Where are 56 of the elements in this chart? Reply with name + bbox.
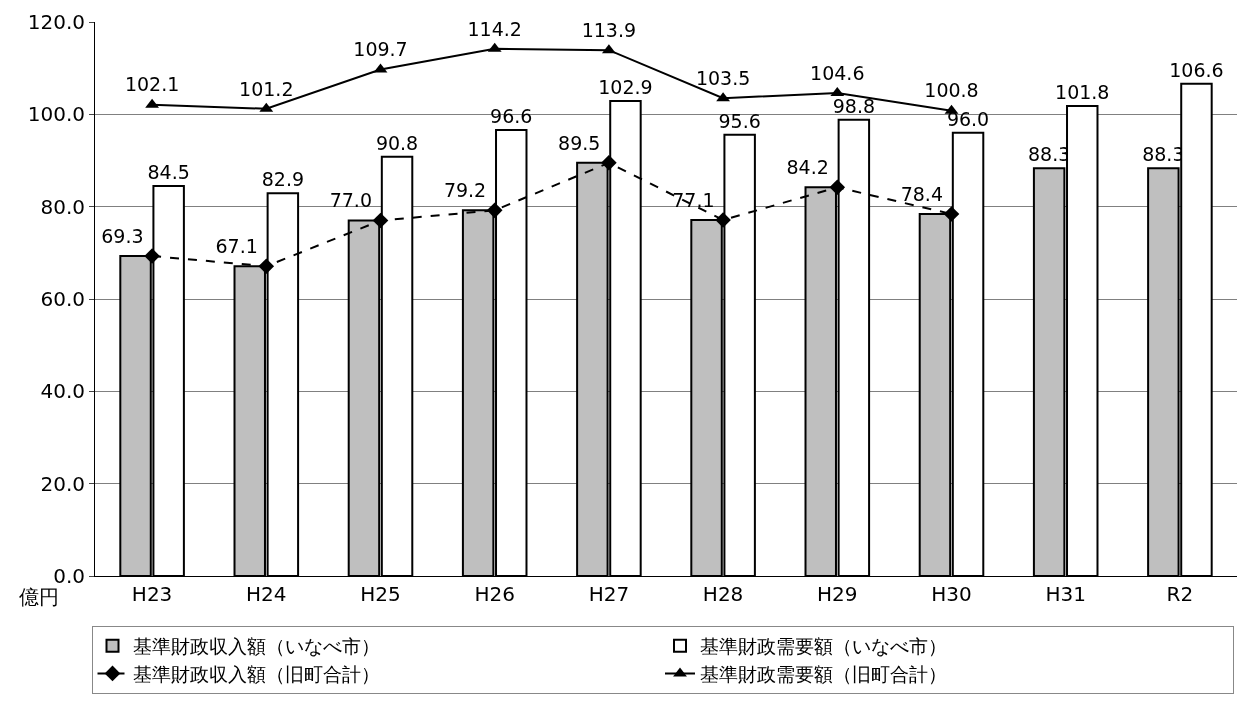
y-tick-label: 40.0 [40, 379, 85, 404]
data-label: 106.6 [1169, 58, 1224, 81]
data-label: 84.2 [786, 156, 829, 179]
data-label: 104.6 [810, 61, 865, 84]
x-tick-label: H28 [702, 582, 744, 606]
data-label: 78.4 [900, 182, 943, 205]
data-label: 90.8 [375, 131, 419, 154]
data-label: 103.5 [695, 66, 751, 89]
legend-label: 基準財政収入額（いなべ市） [132, 635, 380, 658]
data-label: 98.8 [832, 94, 876, 117]
data-label: 96.0 [946, 107, 990, 130]
data-label: 96.6 [490, 105, 533, 128]
point [144, 248, 160, 264]
legend-label: 基準財政需要額（旧町合計） [700, 662, 947, 685]
legend-label: 基準財政需要額（いなべ市） [700, 635, 947, 658]
y-tick-label: 60.0 [40, 287, 85, 311]
data-label: 109.7 [353, 38, 408, 61]
x-tick-label: H25 [360, 582, 401, 606]
data-label: 89.5 [558, 131, 601, 154]
point [372, 212, 389, 229]
data-label: 84.5 [147, 160, 190, 183]
legend-label: 基準財政収入額（旧町合計） [132, 662, 380, 685]
point [258, 258, 275, 275]
y-tick-label: 80.0 [40, 194, 85, 219]
y-axis-title: 億円 [19, 585, 59, 609]
point [943, 206, 960, 222]
x-tick-label: H26 [474, 582, 515, 606]
data-label: 77.0 [329, 189, 372, 212]
data-label: 113.9 [581, 18, 637, 41]
y-tick-label: 120.0 [27, 10, 85, 34]
data-label: 102.1 [124, 73, 180, 96]
x-tick-label: H27 [588, 582, 630, 606]
x-tick-label: H23 [131, 582, 173, 606]
y-tick-label: 0.0 [53, 564, 85, 588]
data-label: 82.9 [261, 168, 305, 191]
data-label: 69.3 [101, 224, 144, 247]
x-tick-label: H31 [1045, 582, 1086, 606]
data-label: 102.9 [598, 75, 653, 98]
y-tick-label: 100.0 [27, 102, 85, 127]
data-label: 67.1 [215, 234, 258, 257]
y-tick-label: 20.0 [40, 471, 85, 496]
data-label: 100.8 [924, 79, 979, 102]
data-label: 114.2 [467, 17, 522, 40]
point [829, 179, 846, 196]
data-label: 77.1 [672, 188, 715, 211]
data-label: 101.8 [1055, 81, 1110, 104]
x-tick-label: H24 [246, 582, 287, 606]
x-tick-label: H29 [817, 582, 858, 606]
x-tick-label: R2 [1166, 582, 1194, 606]
x-tick-label: H30 [931, 582, 972, 606]
data-label: 101.2 [239, 77, 294, 100]
point [486, 202, 503, 219]
data-label: 95.6 [718, 109, 761, 132]
point [715, 212, 731, 228]
point [601, 155, 617, 171]
data-label: 79.2 [443, 179, 487, 202]
